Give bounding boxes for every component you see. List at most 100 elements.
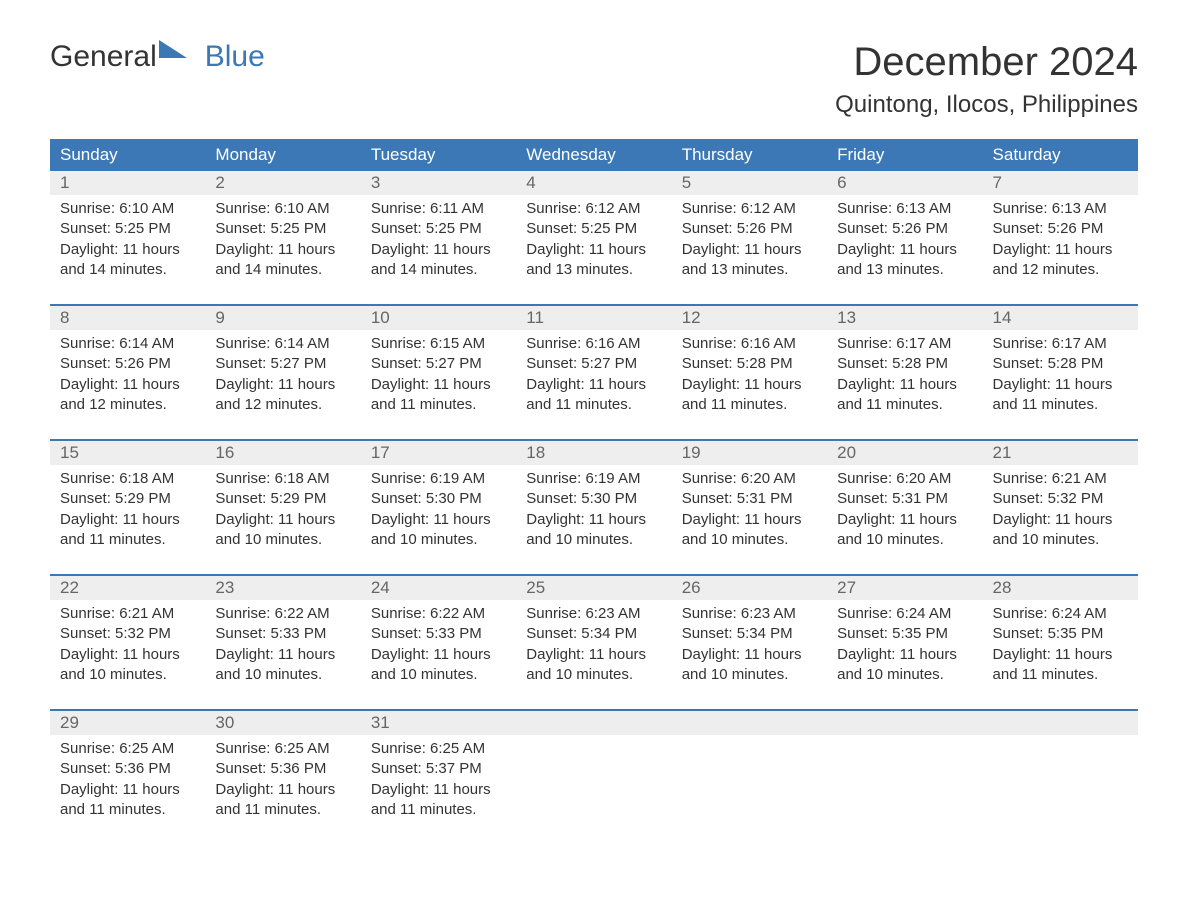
daylight-line-1: Daylight: 11 hours	[682, 510, 817, 530]
day-number-cell: 22	[50, 576, 205, 600]
daylight-line-2: and 13 minutes.	[526, 260, 661, 280]
day-detail-cell: Sunrise: 6:20 AMSunset: 5:31 PMDaylight:…	[672, 465, 827, 575]
daylight-line-2: and 10 minutes.	[526, 530, 661, 550]
daylight-line-1: Daylight: 11 hours	[60, 780, 195, 800]
daylight-line-1: Daylight: 11 hours	[526, 240, 661, 260]
day-detail-cell: Sunrise: 6:14 AMSunset: 5:26 PMDaylight:…	[50, 330, 205, 440]
daylight-line-1: Daylight: 11 hours	[526, 645, 661, 665]
daylight-line-1: Daylight: 11 hours	[526, 510, 661, 530]
sunrise-text: Sunrise: 6:21 AM	[60, 604, 195, 624]
daylight-line-1: Daylight: 11 hours	[682, 240, 817, 260]
daylight-line-2: and 10 minutes.	[526, 665, 661, 685]
sunset-text: Sunset: 5:27 PM	[215, 354, 350, 374]
sunset-text: Sunset: 5:32 PM	[60, 624, 195, 644]
calendar-head: SundayMondayTuesdayWednesdayThursdayFrid…	[50, 139, 1138, 171]
day-detail-cell	[672, 735, 827, 844]
daylight-line-2: and 11 minutes.	[60, 530, 195, 550]
day-number-cell: 29	[50, 711, 205, 735]
day-number-cell: 8	[50, 306, 205, 330]
sunset-text: Sunset: 5:31 PM	[682, 489, 817, 509]
sunrise-text: Sunrise: 6:18 AM	[60, 469, 195, 489]
day-detail-row: Sunrise: 6:18 AMSunset: 5:29 PMDaylight:…	[50, 465, 1138, 575]
sunset-text: Sunset: 5:34 PM	[682, 624, 817, 644]
sunrise-text: Sunrise: 6:16 AM	[682, 334, 817, 354]
daylight-line-2: and 10 minutes.	[371, 530, 506, 550]
daylight-line-2: and 14 minutes.	[60, 260, 195, 280]
day-detail-cell: Sunrise: 6:11 AMSunset: 5:25 PMDaylight:…	[361, 195, 516, 305]
day-number-cell: 31	[361, 711, 516, 735]
daylight-line-1: Daylight: 11 hours	[682, 645, 817, 665]
sunset-text: Sunset: 5:25 PM	[526, 219, 661, 239]
daylight-line-1: Daylight: 11 hours	[682, 375, 817, 395]
day-detail-cell: Sunrise: 6:17 AMSunset: 5:28 PMDaylight:…	[827, 330, 982, 440]
day-number-cell: 13	[827, 306, 982, 330]
sunrise-text: Sunrise: 6:22 AM	[371, 604, 506, 624]
sunrise-text: Sunrise: 6:17 AM	[993, 334, 1128, 354]
daylight-line-1: Daylight: 11 hours	[60, 240, 195, 260]
day-number-cell: 27	[827, 576, 982, 600]
daylight-line-1: Daylight: 11 hours	[371, 240, 506, 260]
logo: General Blue	[50, 40, 265, 74]
day-number-cell: 6	[827, 171, 982, 195]
daylight-line-1: Daylight: 11 hours	[371, 510, 506, 530]
daylight-line-2: and 13 minutes.	[837, 260, 972, 280]
sunset-text: Sunset: 5:27 PM	[526, 354, 661, 374]
daylight-line-1: Daylight: 11 hours	[371, 780, 506, 800]
day-detail-cell: Sunrise: 6:19 AMSunset: 5:30 PMDaylight:…	[361, 465, 516, 575]
day-number-cell: 4	[516, 171, 671, 195]
logo-sail-icon	[159, 40, 187, 58]
sunrise-text: Sunrise: 6:18 AM	[215, 469, 350, 489]
sunrise-text: Sunrise: 6:14 AM	[215, 334, 350, 354]
day-detail-cell: Sunrise: 6:15 AMSunset: 5:27 PMDaylight:…	[361, 330, 516, 440]
sunrise-text: Sunrise: 6:14 AM	[60, 334, 195, 354]
sunrise-text: Sunrise: 6:24 AM	[993, 604, 1128, 624]
day-number-cell: 26	[672, 576, 827, 600]
day-number-cell: 15	[50, 441, 205, 465]
sunrise-text: Sunrise: 6:10 AM	[215, 199, 350, 219]
sunrise-text: Sunrise: 6:23 AM	[682, 604, 817, 624]
day-detail-cell: Sunrise: 6:16 AMSunset: 5:28 PMDaylight:…	[672, 330, 827, 440]
day-number-cell: 20	[827, 441, 982, 465]
daylight-line-2: and 13 minutes.	[682, 260, 817, 280]
location: Quintong, Ilocos, Philippines	[835, 91, 1138, 119]
daylight-line-1: Daylight: 11 hours	[993, 240, 1128, 260]
sunset-text: Sunset: 5:25 PM	[371, 219, 506, 239]
daylight-line-1: Daylight: 11 hours	[371, 645, 506, 665]
sunset-text: Sunset: 5:29 PM	[60, 489, 195, 509]
daylight-line-1: Daylight: 11 hours	[993, 510, 1128, 530]
daylight-line-1: Daylight: 11 hours	[993, 645, 1128, 665]
day-number-cell: 28	[983, 576, 1138, 600]
page-header: General Blue December 2024 Quintong, Ilo…	[50, 40, 1138, 119]
day-detail-cell: Sunrise: 6:10 AMSunset: 5:25 PMDaylight:…	[50, 195, 205, 305]
day-detail-cell: Sunrise: 6:25 AMSunset: 5:36 PMDaylight:…	[50, 735, 205, 844]
daylight-line-2: and 10 minutes.	[837, 530, 972, 550]
day-detail-cell: Sunrise: 6:22 AMSunset: 5:33 PMDaylight:…	[361, 600, 516, 710]
daylight-line-2: and 12 minutes.	[993, 260, 1128, 280]
day-detail-cell: Sunrise: 6:16 AMSunset: 5:27 PMDaylight:…	[516, 330, 671, 440]
day-number-cell	[672, 711, 827, 735]
daylight-line-1: Daylight: 11 hours	[837, 375, 972, 395]
sunrise-text: Sunrise: 6:13 AM	[837, 199, 972, 219]
sunrise-text: Sunrise: 6:10 AM	[60, 199, 195, 219]
day-detail-row: Sunrise: 6:10 AMSunset: 5:25 PMDaylight:…	[50, 195, 1138, 305]
day-detail-cell: Sunrise: 6:23 AMSunset: 5:34 PMDaylight:…	[672, 600, 827, 710]
sunset-text: Sunset: 5:36 PM	[60, 759, 195, 779]
sunrise-text: Sunrise: 6:11 AM	[371, 199, 506, 219]
day-number-cell: 19	[672, 441, 827, 465]
day-detail-row: Sunrise: 6:14 AMSunset: 5:26 PMDaylight:…	[50, 330, 1138, 440]
day-number-cell: 9	[205, 306, 360, 330]
sunrise-text: Sunrise: 6:23 AM	[526, 604, 661, 624]
sunset-text: Sunset: 5:25 PM	[215, 219, 350, 239]
sunset-text: Sunset: 5:29 PM	[215, 489, 350, 509]
sunset-text: Sunset: 5:35 PM	[837, 624, 972, 644]
daylight-line-2: and 11 minutes.	[993, 395, 1128, 415]
day-header: Wednesday	[516, 139, 671, 171]
day-number-cell: 12	[672, 306, 827, 330]
day-detail-cell: Sunrise: 6:13 AMSunset: 5:26 PMDaylight:…	[827, 195, 982, 305]
sunset-text: Sunset: 5:32 PM	[993, 489, 1128, 509]
day-number-cell	[516, 711, 671, 735]
daylight-line-2: and 10 minutes.	[60, 665, 195, 685]
day-header: Sunday	[50, 139, 205, 171]
daylight-line-2: and 10 minutes.	[837, 665, 972, 685]
day-number-cell: 11	[516, 306, 671, 330]
